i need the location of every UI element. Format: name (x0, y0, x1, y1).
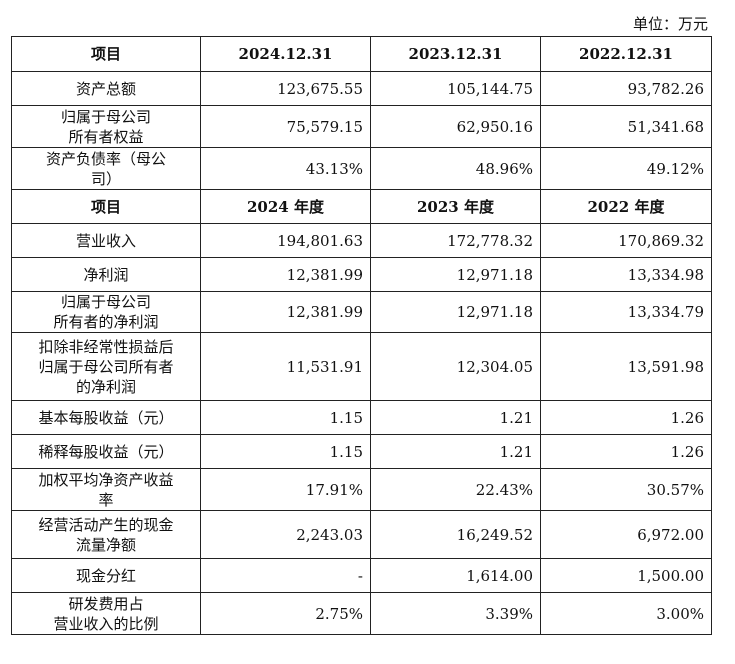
value-cell: 17.91% (200, 468, 371, 511)
value-cell: 1,500.00 (540, 558, 712, 593)
table-row: 研发费用占 营业收入的比例 2.75% 3.39% 3.00% (11, 592, 712, 635)
value-cell: 1,614.00 (370, 558, 541, 593)
table-row: 基本每股收益（元） 1.15 1.21 1.26 (11, 400, 712, 435)
table-row: 营业收入 194,801.63 172,778.32 170,869.32 (11, 223, 712, 258)
value-cell: 43.13% (200, 147, 371, 190)
value-cell: 194,801.63 (200, 223, 371, 258)
table-row: 资产负债率（母公 司） 43.13% 48.96% 49.12% (11, 147, 712, 190)
row-label: 扣除非经常性损益后 归属于母公司所有者 的净利润 (11, 332, 201, 401)
value-cell: 172,778.32 (370, 223, 541, 258)
value-cell: 12,304.05 (370, 332, 541, 401)
value-cell: 62,950.16 (370, 105, 541, 148)
header-item: 项目 (11, 36, 201, 72)
value-cell: 51,341.68 (540, 105, 712, 148)
header-item: 项目 (11, 189, 201, 224)
table-row: 归属于母公司 所有者权益 75,579.15 62,950.16 51,341.68 (11, 105, 712, 148)
value-cell: 22.43% (370, 468, 541, 511)
header-period: 2023 年度 (370, 189, 541, 224)
financial-table: 项目 2024.12.31 2023.12.31 2022.12.31 资产总额 123,… (11, 36, 712, 635)
header-period: 2023.12.31 (370, 36, 541, 72)
row-label: 加权平均净资产收益率 (11, 468, 201, 511)
unit-label: 单位：万元 (632, 15, 708, 33)
row-label: 稀释每股收益（元） (11, 434, 201, 469)
header-period: 2022 年度 (540, 189, 712, 224)
header-row: 项目 2024.12.31 2023.12.31 2022.12.31 (11, 36, 712, 72)
value-cell: 6,972.00 (540, 510, 712, 559)
value-cell: 48.96% (370, 147, 541, 190)
table-row: 经营活动产生的现金 流量净额 2,243.03 16,249.52 6,972.00 (11, 510, 712, 559)
row-label: 研发费用占 营业收入的比例 (11, 592, 201, 635)
row-label: 基本每股收益（元） (11, 400, 201, 435)
value-cell: 12,971.18 (370, 257, 541, 292)
value-cell: 105,144.75 (370, 71, 541, 106)
header-period: 2024 年度 (200, 189, 371, 224)
header-row: 项目 2024 年度 2023 年度 2022 年度 (11, 189, 712, 224)
value-cell: 12,381.99 (200, 291, 371, 333)
table-row: 净利润 12,381.99 12,971.18 13,334.98 (11, 257, 712, 292)
row-label: 资产负债率（母公 司） (11, 147, 201, 190)
value-cell: 1.15 (200, 434, 371, 469)
value-cell: 12,971.18 (370, 291, 541, 333)
row-label: 归属于母公司 所有者权益 (11, 105, 201, 148)
value-cell: 75,579.15 (200, 105, 371, 148)
table-row: 稀释每股收益（元） 1.15 1.21 1.26 (11, 434, 712, 469)
table-row: 加权平均净资产收益率 17.91% 22.43% 30.57% (11, 468, 712, 511)
value-cell: 3.39% (370, 592, 541, 635)
header-period: 2022.12.31 (540, 36, 712, 72)
table-row: 归属于母公司 所有者的净利润 12,381.99 12,971.18 13,334.79 (11, 291, 712, 333)
value-cell: - (200, 558, 371, 593)
value-cell: 13,591.98 (540, 332, 712, 401)
value-cell: 2,243.03 (200, 510, 371, 559)
value-cell: 1.26 (540, 434, 712, 469)
value-cell: 1.21 (370, 400, 541, 435)
row-label: 现金分红 (11, 558, 201, 593)
value-cell: 13,334.79 (540, 291, 712, 333)
value-cell: 30.57% (540, 468, 712, 511)
value-cell: 49.12% (540, 147, 712, 190)
row-label: 营业收入 (11, 223, 201, 258)
value-cell: 2.75% (200, 592, 371, 635)
row-label: 净利润 (11, 257, 201, 292)
table-row: 扣除非经常性损益后 归属于母公司所有者 的净利润 11,531.91 12,304.05… (11, 332, 712, 401)
value-cell: 1.21 (370, 434, 541, 469)
value-cell: 1.15 (200, 400, 371, 435)
table-row: 现金分红 -1,614.00 1,500.00 (11, 558, 712, 593)
value-cell: 170,869.32 (540, 223, 712, 258)
value-cell: 13,334.98 (540, 257, 712, 292)
row-label: 归属于母公司 所有者的净利润 (11, 291, 201, 333)
value-cell: 1.26 (540, 400, 712, 435)
table-row: 资产总额 123,675.55 105,144.75 93,782.26 (11, 71, 712, 106)
value-cell: 11,531.91 (200, 332, 371, 401)
row-label: 资产总额 (11, 71, 201, 106)
value-cell: 123,675.55 (200, 71, 371, 106)
value-cell: 12,381.99 (200, 257, 371, 292)
value-cell: 93,782.26 (540, 71, 712, 106)
row-label: 经营活动产生的现金 流量净额 (11, 510, 201, 559)
header-period: 2024.12.31 (200, 36, 371, 72)
value-cell: 3.00% (540, 592, 712, 635)
value-cell: 16,249.52 (370, 510, 541, 559)
